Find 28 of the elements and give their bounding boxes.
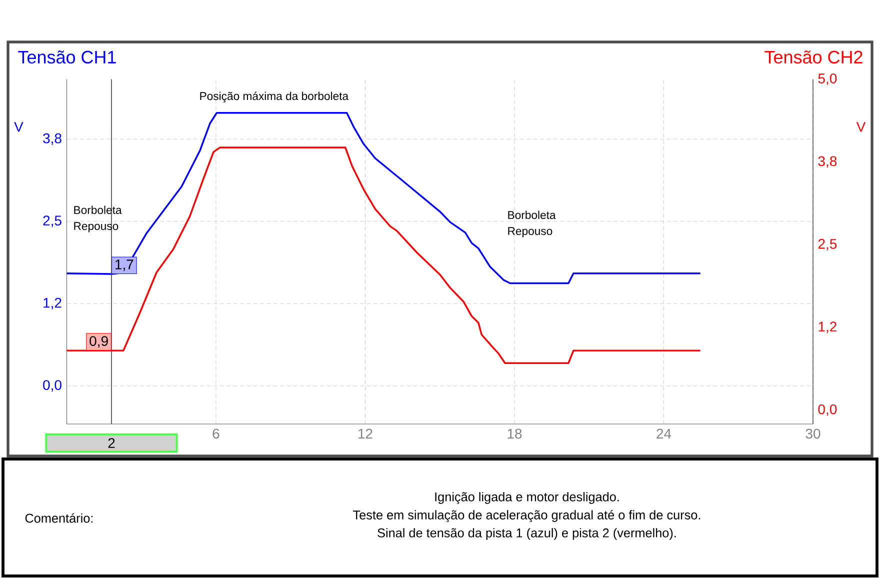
y-tick-label: 2,5 xyxy=(43,216,62,228)
ref-line-label: 2 xyxy=(108,438,115,448)
text: Teste em simulação de aceleração gradual até o fim de curso. xyxy=(353,510,700,522)
x-tick-label: 24 xyxy=(656,428,672,438)
line-series xyxy=(66,112,702,284)
text: Ignição ligada e motor desligado. xyxy=(435,492,619,504)
y-tick-label: 3,8 xyxy=(43,133,62,145)
text: Sinal de tensão da pista 1 (azul) e pista 2 (vermelho). xyxy=(378,528,676,540)
text: Tensão CH2 xyxy=(764,50,862,64)
data-label: 0,9 xyxy=(90,336,108,348)
data-label: 1,7 xyxy=(115,260,134,272)
text: Tensão CH1 xyxy=(18,50,116,64)
y2-axis-title: V xyxy=(856,122,866,132)
y-tick-label: 1,2 xyxy=(44,298,62,310)
y2-tick-label: 2,5 xyxy=(818,238,837,250)
annotation: Posição máxima da borboleta xyxy=(200,92,349,102)
text: Comentário: xyxy=(25,513,93,523)
x-tick-label: 6 xyxy=(212,428,220,439)
y2-tick-label: 5,0 xyxy=(818,74,837,86)
x-tick-label: 30 xyxy=(806,428,820,439)
y-axis-title: V xyxy=(14,122,24,132)
x-tick-label: 18 xyxy=(508,428,522,439)
x-tick-label: 12 xyxy=(358,428,372,438)
annotation: Borboleta Repouso xyxy=(508,210,556,238)
y-tick-label: 0,0 xyxy=(43,380,62,392)
y2-tick-label: 0,0 xyxy=(818,404,837,416)
y2-tick-label: 1,2 xyxy=(818,322,836,334)
y2-tick-label: 3,8 xyxy=(818,156,837,168)
